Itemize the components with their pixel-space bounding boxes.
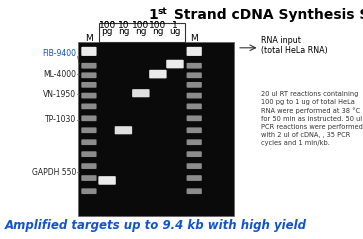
FancyBboxPatch shape [81, 115, 97, 121]
Bar [78, 42, 234, 216]
FancyBboxPatch shape [187, 175, 202, 181]
Text: 20 ul RT reactions containing
100 pg to 1 ug of total HeLa
RNA were performed at: 20 ul RT reactions containing 100 pg to … [261, 91, 363, 146]
FancyBboxPatch shape [187, 103, 202, 109]
Text: ML-4000: ML-4000 [43, 70, 76, 79]
FancyBboxPatch shape [166, 60, 184, 68]
FancyBboxPatch shape [81, 47, 97, 56]
Text: 10: 10 [118, 21, 129, 30]
FancyBboxPatch shape [187, 82, 202, 88]
Text: 1: 1 [172, 21, 178, 30]
Text: pg: pg [101, 27, 113, 36]
FancyBboxPatch shape [149, 70, 167, 78]
FancyBboxPatch shape [81, 151, 97, 157]
FancyBboxPatch shape [187, 47, 202, 56]
Text: ng: ng [118, 27, 129, 36]
Text: RNA input
(total HeLa RNA): RNA input (total HeLa RNA) [261, 36, 328, 55]
Text: 1: 1 [172, 21, 178, 30]
Text: ng: ng [135, 27, 147, 36]
FancyBboxPatch shape [187, 151, 202, 157]
FancyBboxPatch shape [187, 93, 202, 98]
Text: ug: ug [169, 27, 181, 36]
FancyBboxPatch shape [187, 115, 202, 121]
FancyBboxPatch shape [81, 93, 97, 98]
FancyBboxPatch shape [98, 176, 116, 185]
Text: ng: ng [135, 27, 147, 36]
FancyBboxPatch shape [81, 82, 97, 88]
FancyBboxPatch shape [187, 127, 202, 133]
Text: ug: ug [169, 27, 181, 36]
FancyBboxPatch shape [81, 63, 97, 69]
Text: M: M [190, 34, 198, 43]
FancyBboxPatch shape [81, 139, 97, 145]
FancyBboxPatch shape [81, 175, 97, 181]
Text: Strand cDNA Synthesis System: Strand cDNA Synthesis System [169, 8, 363, 22]
Text: TP-1030: TP-1030 [45, 115, 76, 124]
Text: 100: 100 [149, 21, 167, 30]
FancyBboxPatch shape [81, 103, 97, 109]
FancyBboxPatch shape [81, 163, 97, 169]
FancyBboxPatch shape [187, 63, 202, 69]
FancyBboxPatch shape [81, 72, 97, 78]
Text: VN-1950: VN-1950 [43, 90, 76, 99]
Text: 100: 100 [149, 21, 167, 30]
Text: ng: ng [152, 27, 164, 36]
FancyBboxPatch shape [81, 188, 97, 194]
Text: Amplified targets up to 9.4 kb with high yield: Amplified targets up to 9.4 kb with high… [5, 219, 307, 232]
FancyBboxPatch shape [187, 163, 202, 169]
Text: st: st [158, 7, 168, 16]
FancyBboxPatch shape [187, 139, 202, 145]
Text: pg: pg [101, 27, 113, 36]
Text: FIB-9400: FIB-9400 [42, 49, 76, 58]
FancyBboxPatch shape [81, 127, 97, 133]
Text: 100: 100 [98, 21, 116, 30]
Text: ng: ng [152, 27, 164, 36]
FancyBboxPatch shape [132, 89, 150, 97]
Bar [99, 23, 185, 42]
Text: 10: 10 [118, 21, 129, 30]
FancyBboxPatch shape [115, 126, 132, 134]
Text: M: M [85, 34, 93, 43]
Text: 100: 100 [98, 21, 116, 30]
Text: ng: ng [118, 27, 129, 36]
Text: 100: 100 [132, 21, 150, 30]
Text: 100: 100 [132, 21, 150, 30]
FancyBboxPatch shape [187, 188, 202, 194]
Text: 1: 1 [148, 8, 158, 22]
FancyBboxPatch shape [187, 72, 202, 78]
Text: GAPDH 550: GAPDH 550 [32, 168, 76, 177]
